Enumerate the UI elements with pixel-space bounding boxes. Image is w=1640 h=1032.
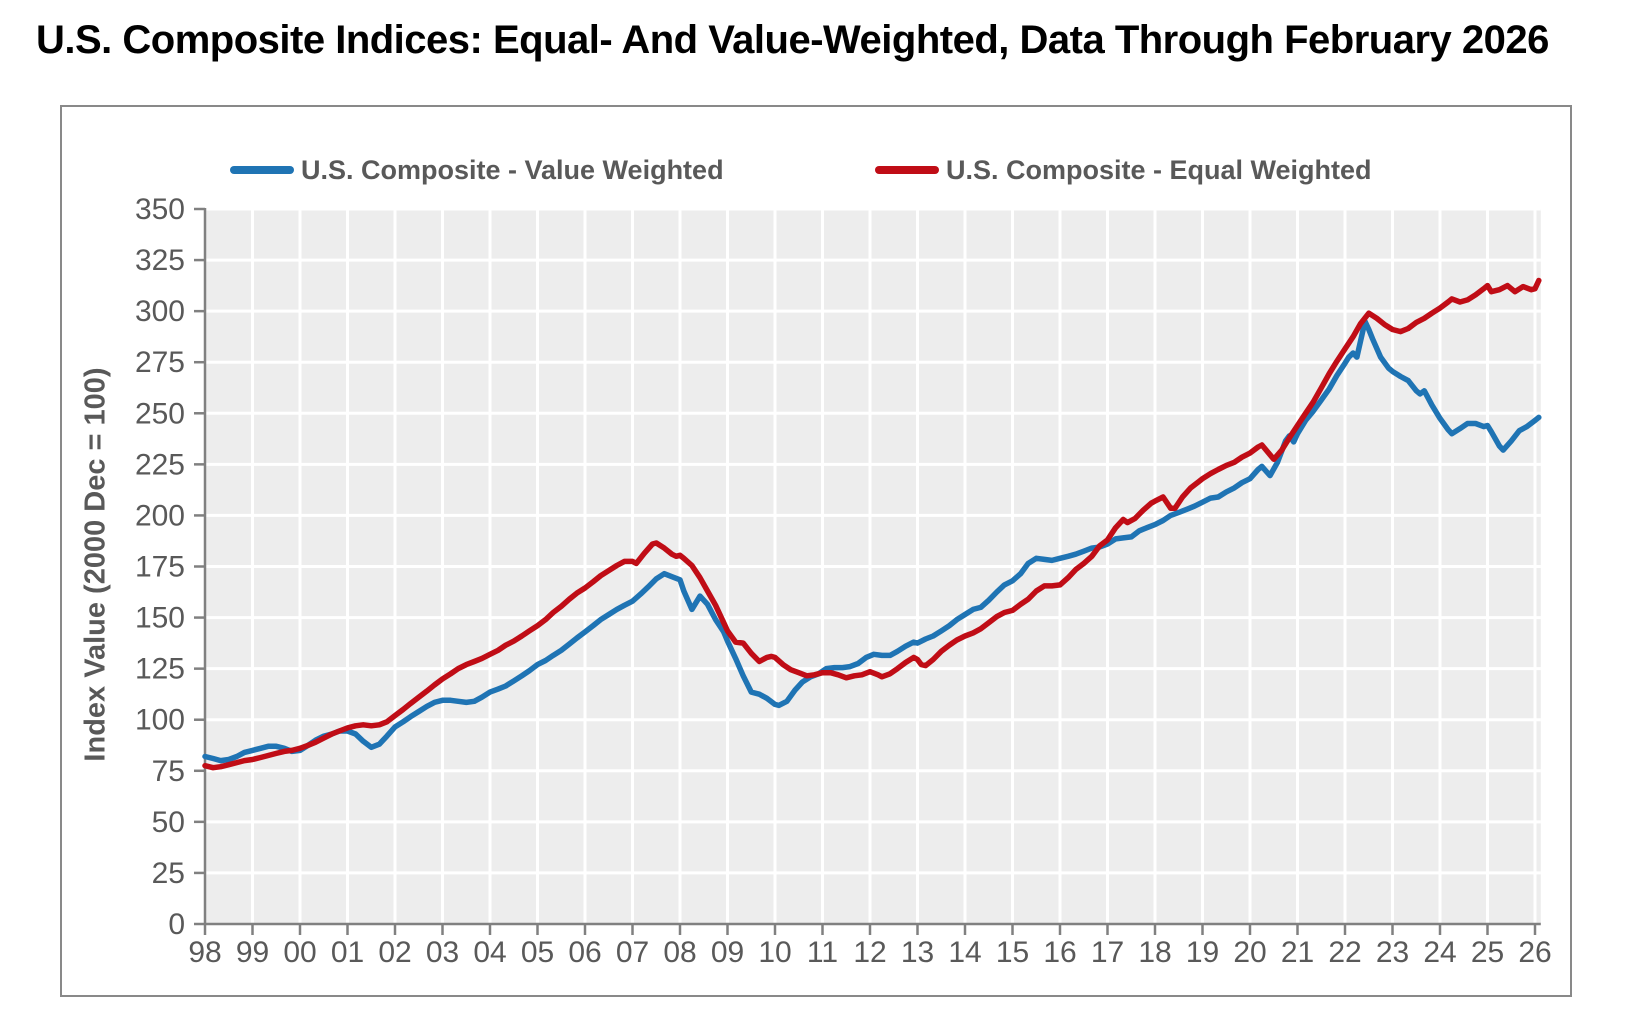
y-tick-label: 150 — [135, 602, 185, 635]
x-tick-label: 16 — [1043, 936, 1076, 969]
x-tick-label: 18 — [1138, 936, 1171, 969]
x-tick-label: 04 — [473, 936, 506, 969]
x-tick-label: 01 — [331, 936, 364, 969]
x-tick-label: 26 — [1518, 936, 1551, 969]
x-tick-label: 02 — [378, 936, 411, 969]
equal-weighted-line — [202, 277, 1542, 771]
x-tick-label: 12 — [853, 936, 886, 969]
chart-frame: U.S. Composite - Value Weighted U.S. Com… — [60, 105, 1572, 997]
y-tick-label: 350 — [135, 193, 185, 226]
x-tick-label: 13 — [901, 936, 934, 969]
x-tick-label: 17 — [1091, 936, 1124, 969]
axes — [194, 207, 1541, 935]
y-tick-label: 175 — [135, 551, 185, 584]
x-tick-label: 22 — [1328, 936, 1361, 969]
y-tick-label: 25 — [152, 857, 185, 890]
y-tick-labels: 0 25 50 75 100 125 150 175 200 225 250 275 300 325 350 — [135, 193, 185, 941]
x-tick-label: 14 — [948, 936, 981, 969]
x-tick-label: 19 — [1186, 936, 1219, 969]
legend-item-equal-weighted: U.S. Composite - Equal Weighted — [875, 155, 1372, 185]
y-tick-label: 300 — [135, 295, 185, 328]
x-tick-label: 03 — [426, 936, 459, 969]
value-weighted-line — [202, 318, 1542, 764]
x-tick-label: 10 — [758, 936, 791, 969]
x-tick-label: 99 — [236, 936, 269, 969]
legend-label-equal-weighted: U.S. Composite - Equal Weighted — [946, 154, 1372, 185]
x-tick-label: 07 — [616, 936, 649, 969]
chart-svg: 0255075100125150175200225250275300325350… — [135, 193, 1552, 969]
x-tick-label: 00 — [283, 936, 316, 969]
y-tick-label: 275 — [135, 346, 185, 379]
equal-weighted-swatch-icon — [875, 166, 939, 174]
y-tick-label: 325 — [135, 244, 185, 277]
y-axis-title: Index Value (2000 Dec = 100) — [79, 367, 112, 762]
gridlines — [205, 207, 1541, 924]
y-tick-label: 225 — [135, 448, 185, 481]
y-tick-label: 50 — [152, 806, 185, 839]
chart-title: U.S. Composite Indices: Equal- And Value… — [36, 18, 1549, 62]
x-tick-label: 25 — [1471, 936, 1504, 969]
x-tick-label: 08 — [663, 936, 696, 969]
x-tick-label: 23 — [1376, 936, 1409, 969]
y-axis-title-wrap: Index Value (2000 Dec = 100) — [68, 207, 124, 922]
x-tick-label: 15 — [996, 936, 1029, 969]
x-tick-label: 09 — [711, 936, 744, 969]
x-tick-label: 24 — [1423, 936, 1456, 969]
legend-item-value-weighted: U.S. Composite - Value Weighted — [230, 155, 724, 185]
y-tick-label: 125 — [135, 653, 185, 686]
x-tick-labels: 98 99 00 01 02 03 04 05 06 07 08 09 10 11 12 13 14 15 16 17… — [188, 936, 1551, 969]
y-tick-label: 75 — [152, 755, 185, 788]
x-tick-label: 21 — [1281, 936, 1314, 969]
value-weighted-swatch-icon — [230, 166, 294, 174]
y-tick-label: 0 — [168, 908, 185, 941]
x-tick-label: 98 — [188, 936, 221, 969]
x-tick-label: 20 — [1233, 936, 1266, 969]
y-tick-label: 100 — [135, 704, 185, 737]
x-tick-label: 11 — [807, 936, 838, 969]
x-tick-label: 05 — [521, 936, 554, 969]
x-tick-label: 06 — [568, 936, 601, 969]
legend-label-value-weighted: U.S. Composite - Value Weighted — [301, 154, 724, 185]
y-tick-label: 250 — [135, 397, 185, 430]
y-tick-label: 200 — [135, 499, 185, 532]
